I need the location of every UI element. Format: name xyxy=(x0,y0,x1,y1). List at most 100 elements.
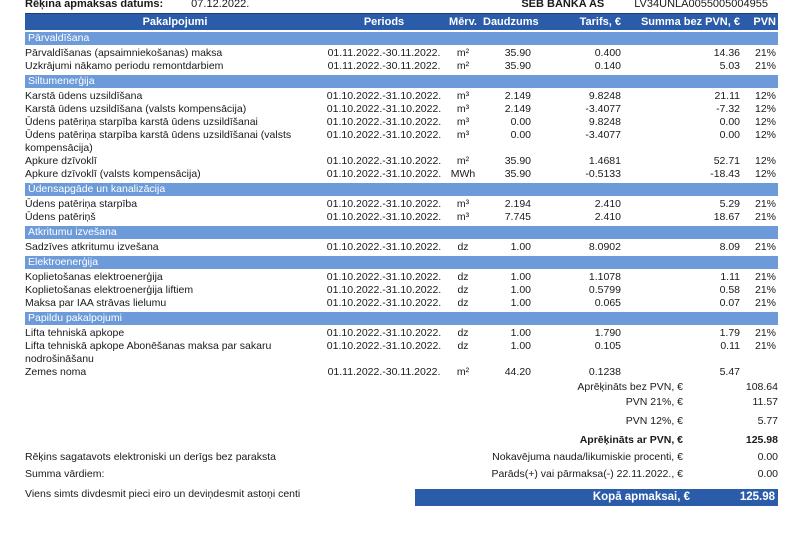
period-cell: 01.10.2022.-31.10.2022. xyxy=(326,241,442,253)
bank-iban: LV34UNLA0055005004955 xyxy=(634,0,768,10)
header-unit: Mērv. xyxy=(449,16,477,28)
service-name-cell: Zemes noma xyxy=(25,366,87,378)
service-name-cell: Koplietošanas elektroenerģija xyxy=(25,271,163,283)
vat-cell: 21% xyxy=(754,198,776,210)
unit-cell: m³ xyxy=(456,129,470,141)
vat-cell: 12% xyxy=(754,155,776,167)
quantity-cell: 35.90 xyxy=(504,155,531,167)
sum-ex-vat-cell: 0.58 xyxy=(719,284,740,296)
vat-cell: 21% xyxy=(754,271,776,283)
unit-cell: dz xyxy=(457,340,469,352)
table-body: Pārvaldīšana Pārvaldīšanas (apsaimniekoša… xyxy=(25,32,778,379)
service-name-cell: Lifta tehniskā apkope Abonēšanas maksa p… xyxy=(25,340,272,365)
vat-cell: 21% xyxy=(754,47,776,59)
summary-block: Aprēķināts bez PVN, € 108.64 PVN 21%, € 11.… xyxy=(25,381,778,447)
vat-cell: 12% xyxy=(754,103,776,115)
sum-ex-vat-cell: 5.03 xyxy=(719,60,740,72)
vat-cell: 21% xyxy=(754,211,776,223)
period-cell: 01.10.2022.-31.10.2022. xyxy=(326,271,442,283)
period-cell: 01.10.2022.-31.10.2022. xyxy=(326,340,442,352)
period-cell: 01.10.2022.-31.10.2022. xyxy=(326,116,442,128)
invoice-top-line: Rēķina apmaksas datums: 07.12.2022. SEB … xyxy=(25,0,778,13)
tariff-cell: 1.4681 xyxy=(588,155,621,167)
period-cell: 01.10.2022.-31.10.2022. xyxy=(326,103,442,115)
unit-cell: MWh xyxy=(450,168,476,180)
unit-cell: m² xyxy=(456,366,470,378)
table-row: Ūdens patēriņš 01.10.2022.-31.10.2022. m³ 7… xyxy=(25,211,778,224)
service-name-cell: Koplietošanas elektroenerģija liftiem xyxy=(25,284,194,296)
tariff-cell: -0.5133 xyxy=(585,168,621,180)
table-row: Apkure dzīvoklī (valsts kompensācija) 01.… xyxy=(25,168,778,181)
service-name-cell: Ūdens patēriņa starpība karstā ūdens uzs… xyxy=(25,129,292,154)
unit-cell: m³ xyxy=(456,198,470,210)
tariff-cell: 0.5799 xyxy=(588,284,621,296)
period-cell: 01.10.2022.-31.10.2022. xyxy=(326,168,442,180)
quantity-cell: 2.149 xyxy=(504,103,531,115)
quantity-cell: 1.00 xyxy=(510,271,531,283)
summary-row: PVN 21%, € 11.57 xyxy=(25,396,778,409)
period-cell: 01.10.2022.-31.10.2022. xyxy=(326,297,442,309)
tariff-cell: -3.4077 xyxy=(585,129,621,141)
period-cell: 01.10.2022.-31.10.2022. xyxy=(326,211,442,223)
tariff-cell: 2.410 xyxy=(594,211,621,223)
section-band: Elektroenerģija xyxy=(25,256,778,269)
period-cell: 01.11.2022.-30.11.2022. xyxy=(327,366,441,378)
table-row: Uzkrājumi nākamo periodu remontdarbiem 01… xyxy=(25,60,778,73)
service-name-cell: Sadzīves atkritumu izvešana xyxy=(25,241,159,253)
period-cell: 01.11.2022.-30.11.2022. xyxy=(327,60,441,72)
service-name-cell: Ūdens patēriņa starpība karstā ūdens uzs… xyxy=(25,116,258,128)
unit-cell: m³ xyxy=(456,116,470,128)
unit-cell: m² xyxy=(456,60,470,72)
table-row: Ūdens patēriņa starpība karstā ūdens uzs… xyxy=(25,129,778,155)
sum-ex-vat-cell: 52.71 xyxy=(713,155,740,167)
section-band: Papildu pakalpojumi xyxy=(25,312,778,325)
tariff-cell: 2.410 xyxy=(594,198,621,210)
debt-value: 0.00 xyxy=(757,468,778,480)
total-row: Viens simts divdesmit pieci eiro un devi… xyxy=(25,488,778,506)
sum-ex-vat-cell: -18.43 xyxy=(710,168,740,180)
tariff-cell: 9.8248 xyxy=(588,90,621,102)
period-cell: 01.11.2022.-30.11.2022. xyxy=(327,47,441,59)
sum-ex-vat-cell: 0.00 xyxy=(719,129,740,141)
quantity-cell: 1.00 xyxy=(510,284,531,296)
unit-cell: m³ xyxy=(456,90,470,102)
table-row: Lifta tehniskā apkope Abonēšanas maksa p… xyxy=(25,340,778,366)
vat-cell: 21% xyxy=(754,297,776,309)
summary-value: 108.64 xyxy=(745,381,778,393)
unit-cell: dz xyxy=(457,297,469,309)
late-fee-label: Nokavējuma nauda/likumiskie procenti, € xyxy=(492,451,683,463)
table-header-row: Pakalpojumi Periods Mērv. Daudzums Tarif… xyxy=(25,13,778,30)
quantity-cell: 35.90 xyxy=(504,168,531,180)
period-cell: 01.10.2022.-31.10.2022. xyxy=(326,90,442,102)
vat-cell xyxy=(740,366,778,379)
sum-ex-vat-cell: 5.29 xyxy=(719,198,740,210)
sum-ex-vat-cell: 0.11 xyxy=(720,340,740,352)
vat-cell: 12% xyxy=(754,116,776,128)
quantity-cell: 2.149 xyxy=(504,90,531,102)
sum-ex-vat-cell: 0.00 xyxy=(719,116,740,128)
debt-row: Summa vārdiem: Parāds(+) vai pārmaksa(-)… xyxy=(25,468,778,481)
tariff-cell: 0.1238 xyxy=(588,366,621,378)
tariff-cell: 1.790 xyxy=(594,327,621,339)
service-name-cell: Ūdens patēriņš xyxy=(25,211,96,223)
service-name-cell: Uzkrājumi nākamo periodu remontdarbiem xyxy=(25,60,224,72)
late-fee-row: Rēķins sagatavots elektroniski un derīgs… xyxy=(25,451,778,464)
table-row: Maksa par IAA strāvas lielumu 01.10.2022.… xyxy=(25,297,778,310)
period-cell: 01.10.2022.-31.10.2022. xyxy=(326,198,442,210)
summary-label: PVN 21%, € xyxy=(625,396,683,408)
summary-value: 11.57 xyxy=(752,396,779,408)
section-band: Ūdensapgāde un kanalizācija xyxy=(25,183,778,196)
quantity-cell: 35.90 xyxy=(504,47,531,59)
table-row: Karstā ūdens uzsildīšana 01.10.2022.-31.1… xyxy=(25,90,778,103)
late-fee-value: 0.00 xyxy=(757,451,778,463)
tariff-cell: 9.8248 xyxy=(588,116,621,128)
unit-cell: m² xyxy=(456,155,470,167)
tariff-cell: 1.1078 xyxy=(588,271,621,283)
payment-date-label: Rēķina apmaksas datums: xyxy=(25,0,164,10)
sum-ex-vat-cell: 21.11 xyxy=(714,90,741,102)
header-tariff: Tarifs, € xyxy=(579,16,621,28)
table-row: Karstā ūdens uzsildīšana (valsts kompens… xyxy=(25,103,778,116)
payment-date-value: 07.12.2022. xyxy=(191,0,250,10)
unit-cell: dz xyxy=(457,241,469,253)
service-name-cell: Karstā ūdens uzsildīšana (valsts kompens… xyxy=(25,103,247,115)
